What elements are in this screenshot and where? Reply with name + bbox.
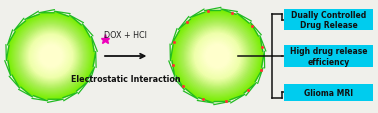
Ellipse shape — [211, 50, 224, 63]
Ellipse shape — [23, 29, 79, 84]
Ellipse shape — [200, 40, 234, 73]
FancyBboxPatch shape — [284, 46, 373, 67]
Ellipse shape — [10, 16, 92, 97]
Text: Dually Controlled
Drug Release: Dually Controlled Drug Release — [291, 11, 367, 30]
Ellipse shape — [41, 47, 61, 66]
Ellipse shape — [181, 20, 254, 93]
Ellipse shape — [194, 33, 241, 80]
Ellipse shape — [184, 24, 250, 89]
Ellipse shape — [189, 28, 246, 85]
Ellipse shape — [174, 14, 261, 99]
Ellipse shape — [201, 41, 233, 72]
Ellipse shape — [173, 12, 262, 101]
Ellipse shape — [9, 15, 93, 98]
FancyBboxPatch shape — [284, 10, 373, 31]
Ellipse shape — [214, 53, 221, 60]
Ellipse shape — [17, 23, 85, 90]
Ellipse shape — [24, 30, 78, 83]
Ellipse shape — [187, 26, 248, 87]
Ellipse shape — [205, 44, 230, 69]
Ellipse shape — [176, 16, 259, 97]
Ellipse shape — [12, 18, 90, 95]
Text: High drug release
efficiency: High drug release efficiency — [290, 47, 368, 66]
Ellipse shape — [50, 55, 52, 58]
Ellipse shape — [35, 40, 67, 73]
Ellipse shape — [29, 35, 73, 78]
Ellipse shape — [22, 28, 80, 85]
Ellipse shape — [196, 35, 239, 78]
Ellipse shape — [203, 42, 232, 71]
Ellipse shape — [21, 26, 81, 87]
Ellipse shape — [14, 20, 88, 93]
Ellipse shape — [180, 19, 255, 94]
Ellipse shape — [186, 25, 249, 88]
Ellipse shape — [177, 17, 257, 96]
Ellipse shape — [216, 55, 218, 58]
Ellipse shape — [42, 48, 60, 65]
Ellipse shape — [45, 50, 57, 63]
Ellipse shape — [212, 51, 223, 62]
Ellipse shape — [183, 23, 251, 90]
Ellipse shape — [213, 52, 222, 61]
Ellipse shape — [208, 47, 226, 66]
Ellipse shape — [178, 18, 256, 95]
Ellipse shape — [33, 38, 70, 75]
Text: Glioma MRI: Glioma MRI — [304, 88, 353, 97]
Ellipse shape — [172, 11, 263, 102]
Ellipse shape — [195, 34, 240, 79]
Ellipse shape — [47, 52, 55, 61]
Ellipse shape — [20, 25, 82, 88]
Ellipse shape — [27, 33, 75, 80]
Ellipse shape — [209, 49, 225, 64]
Ellipse shape — [207, 46, 228, 67]
Ellipse shape — [19, 24, 84, 89]
Ellipse shape — [175, 15, 260, 98]
Ellipse shape — [204, 43, 231, 70]
Ellipse shape — [13, 19, 89, 94]
Ellipse shape — [215, 54, 220, 59]
Ellipse shape — [40, 46, 62, 67]
FancyBboxPatch shape — [284, 85, 373, 101]
Ellipse shape — [15, 21, 87, 92]
Ellipse shape — [46, 51, 56, 62]
Ellipse shape — [31, 36, 71, 77]
Ellipse shape — [48, 53, 54, 60]
Ellipse shape — [49, 54, 53, 59]
Ellipse shape — [191, 31, 243, 82]
Ellipse shape — [199, 38, 235, 75]
Ellipse shape — [11, 17, 91, 96]
Ellipse shape — [198, 37, 237, 76]
Ellipse shape — [16, 22, 86, 91]
Ellipse shape — [38, 44, 64, 69]
Ellipse shape — [197, 36, 238, 77]
Ellipse shape — [25, 31, 77, 82]
Ellipse shape — [39, 45, 63, 68]
Ellipse shape — [182, 21, 253, 92]
Ellipse shape — [192, 32, 242, 81]
Ellipse shape — [36, 41, 66, 72]
Ellipse shape — [34, 39, 68, 74]
Text: DOX + HCl: DOX + HCl — [104, 31, 147, 40]
Ellipse shape — [26, 32, 76, 81]
Ellipse shape — [206, 45, 229, 68]
Ellipse shape — [188, 27, 247, 86]
Ellipse shape — [37, 42, 65, 71]
Ellipse shape — [190, 29, 245, 84]
Ellipse shape — [43, 49, 59, 64]
Ellipse shape — [28, 34, 74, 79]
Text: Electrostatic Interaction: Electrostatic Interaction — [71, 74, 180, 83]
Ellipse shape — [31, 37, 71, 76]
Ellipse shape — [8, 14, 94, 99]
